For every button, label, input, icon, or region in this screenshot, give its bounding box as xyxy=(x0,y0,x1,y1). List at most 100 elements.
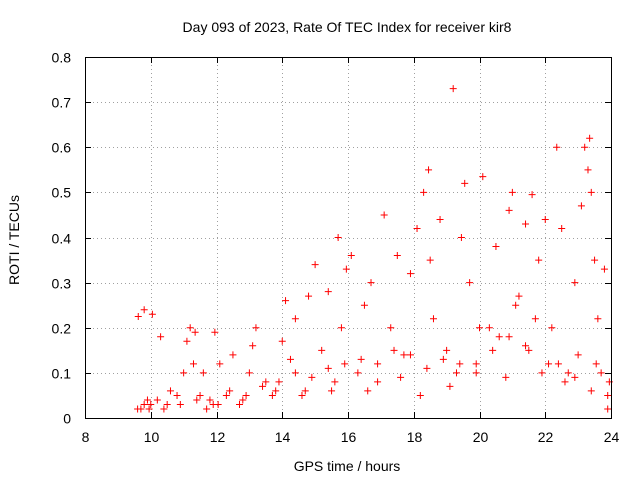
data-point xyxy=(600,265,608,273)
data-point xyxy=(508,188,516,196)
data-point xyxy=(216,360,224,368)
data-point xyxy=(140,306,148,314)
data-point xyxy=(449,85,457,93)
data-point xyxy=(328,387,336,395)
data-point xyxy=(472,360,480,368)
data-point xyxy=(374,360,382,368)
data-point xyxy=(268,391,276,399)
data-point xyxy=(291,315,299,323)
data-point xyxy=(145,405,153,413)
data-point xyxy=(420,188,428,196)
x-tick-label: 22 xyxy=(538,429,554,445)
data-point xyxy=(400,351,408,359)
data-point xyxy=(577,202,585,210)
data-point xyxy=(245,369,253,377)
data-point xyxy=(502,373,510,381)
chart-title: Day 093 of 2023, Rate Of TEC Index for r… xyxy=(183,19,512,35)
data-point xyxy=(413,224,421,232)
x-tick-label: 24 xyxy=(604,429,620,445)
data-point xyxy=(229,351,237,359)
data-point xyxy=(426,256,434,264)
data-point xyxy=(380,211,388,219)
data-point xyxy=(180,369,188,377)
data-point xyxy=(242,391,250,399)
data-point xyxy=(456,360,464,368)
data-point xyxy=(591,256,599,264)
data-point xyxy=(140,400,148,408)
data-point xyxy=(553,143,561,151)
data-point xyxy=(341,360,349,368)
x-tick-label: 14 xyxy=(275,429,291,445)
data-point xyxy=(592,360,600,368)
data-points xyxy=(134,85,613,413)
data-point xyxy=(311,261,319,269)
data-point xyxy=(189,360,197,368)
x-tick-label: 12 xyxy=(210,429,226,445)
data-point xyxy=(239,396,247,404)
data-point xyxy=(505,333,513,341)
data-point xyxy=(275,378,283,386)
data-point xyxy=(301,387,309,395)
data-point xyxy=(466,279,474,287)
data-point xyxy=(331,378,339,386)
data-point xyxy=(492,243,500,251)
data-point xyxy=(522,220,530,228)
data-point xyxy=(354,369,362,377)
data-point xyxy=(226,387,234,395)
data-point xyxy=(186,324,194,332)
data-point xyxy=(406,351,414,359)
x-tick-label: 20 xyxy=(473,429,489,445)
y-tick-label: 0.4 xyxy=(52,231,72,247)
data-point xyxy=(416,391,424,399)
data-point xyxy=(461,179,469,187)
data-point xyxy=(176,400,184,408)
data-point xyxy=(360,301,368,309)
data-point xyxy=(334,234,342,241)
data-point xyxy=(558,224,566,232)
y-axis-ticks: 0 0.1 0.2 0.3 0.4 0.5 0.6 0.7 0.8 xyxy=(52,50,611,427)
data-point xyxy=(153,396,161,404)
data-point xyxy=(436,215,444,223)
data-point xyxy=(472,369,480,377)
y-tick-label: 0 xyxy=(63,411,71,427)
data-point xyxy=(387,324,395,332)
y-tick-label: 0.1 xyxy=(52,366,72,382)
data-point xyxy=(561,378,569,386)
data-point xyxy=(148,310,156,318)
data-point xyxy=(545,360,553,368)
data-point xyxy=(262,378,270,386)
data-point xyxy=(166,387,174,395)
data-point xyxy=(282,297,290,305)
data-point xyxy=(429,315,437,323)
data-point xyxy=(259,382,267,390)
x-tick-label: 10 xyxy=(144,429,160,445)
data-point xyxy=(522,342,530,350)
data-point xyxy=(457,234,465,241)
x-axis-ticks: 8 10 12 14 16 18 20 22 24 xyxy=(82,57,620,445)
data-point xyxy=(305,292,313,300)
data-point xyxy=(183,337,191,345)
data-point xyxy=(574,351,582,359)
data-point xyxy=(587,387,595,395)
data-point xyxy=(515,292,523,300)
x-tick-label: 16 xyxy=(341,429,357,445)
data-point xyxy=(495,333,503,341)
y-tick-label: 0.8 xyxy=(52,50,72,66)
data-point xyxy=(489,346,497,354)
data-point xyxy=(425,166,433,174)
data-point xyxy=(367,279,375,287)
data-point xyxy=(446,382,454,390)
data-point xyxy=(406,270,414,278)
y-axis-label: ROTI / TECUs xyxy=(6,195,22,285)
data-point xyxy=(203,405,211,413)
data-point xyxy=(587,188,595,196)
data-point xyxy=(531,315,539,323)
data-point xyxy=(147,400,155,408)
data-point xyxy=(584,166,592,174)
data-point xyxy=(199,369,207,377)
data-point xyxy=(604,391,612,399)
data-point xyxy=(485,324,493,332)
data-point xyxy=(423,364,431,372)
data-point xyxy=(564,369,572,377)
data-point xyxy=(173,391,181,399)
